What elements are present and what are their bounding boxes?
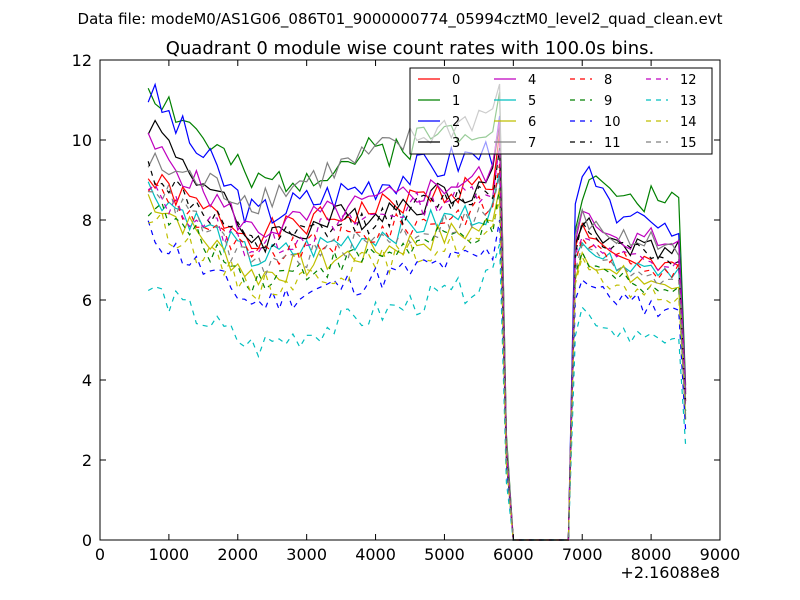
legend-label-7: 7 xyxy=(528,136,536,151)
y-tick-label: 6 xyxy=(82,291,92,310)
series-line-14 xyxy=(148,199,687,541)
series-line-5 xyxy=(147,171,687,541)
x-tick-label: 3000 xyxy=(286,545,327,564)
y-tick-label: 0 xyxy=(82,531,92,550)
series-line-13 xyxy=(147,243,687,541)
legend-label-1: 1 xyxy=(452,94,460,109)
x-offset-label: +2.16088e8 xyxy=(620,563,720,582)
series-line-4 xyxy=(147,119,687,541)
legend-label-4: 4 xyxy=(528,73,536,88)
legend-label-6: 6 xyxy=(528,115,536,130)
legend-label-15: 15 xyxy=(680,136,697,151)
x-tick-label: 7000 xyxy=(562,545,603,564)
y-tick-label: 10 xyxy=(72,131,92,150)
y-tick-label: 2 xyxy=(82,451,92,470)
series-lines xyxy=(147,82,687,541)
legend-label-3: 3 xyxy=(452,136,460,151)
legend-label-2: 2 xyxy=(452,115,460,130)
legend-label-14: 14 xyxy=(680,115,697,130)
y-tick-label: 12 xyxy=(72,51,92,70)
x-axis: 0 1000 2000 3000 4000 5000 6000 7000 8000 9000 xyxy=(95,60,740,564)
series-line-8 xyxy=(147,163,687,541)
legend-label-5: 5 xyxy=(528,94,536,109)
chart-title: Quadrant 0 module wise count rates with … xyxy=(166,38,655,59)
y-tick-label: 8 xyxy=(82,211,92,230)
series-line-2 xyxy=(147,82,687,541)
x-tick-label: 5000 xyxy=(424,545,465,564)
legend-label-0: 0 xyxy=(452,73,460,88)
x-tick-label: 2000 xyxy=(217,545,258,564)
x-tick-label: 8000 xyxy=(631,545,672,564)
series-line-10 xyxy=(147,219,687,541)
series-line-3 xyxy=(147,119,687,541)
x-tick-label: 4000 xyxy=(355,545,396,564)
series-line-12 xyxy=(147,143,687,541)
legend-label-12: 12 xyxy=(680,73,697,88)
y-tick-label: 4 xyxy=(82,371,92,390)
legend-label-11: 11 xyxy=(604,136,621,151)
x-tick-label: 1000 xyxy=(149,545,190,564)
x-tick-label: 9000 xyxy=(700,545,741,564)
series-line-15 xyxy=(148,175,687,541)
legend-box xyxy=(409,67,713,155)
series-line-11 xyxy=(147,147,687,541)
legend-label-10: 10 xyxy=(604,115,621,130)
chart-suptitle: Data file: modeM0/AS1G06_086T01_90000007… xyxy=(78,10,723,29)
legend-label-13: 13 xyxy=(680,94,697,109)
x-tick-label: 0 xyxy=(95,545,105,564)
legend-label-9: 9 xyxy=(604,94,612,109)
series-line-9 xyxy=(147,187,687,541)
legend-label-8: 8 xyxy=(604,73,612,88)
x-tick-label: 6000 xyxy=(493,545,534,564)
